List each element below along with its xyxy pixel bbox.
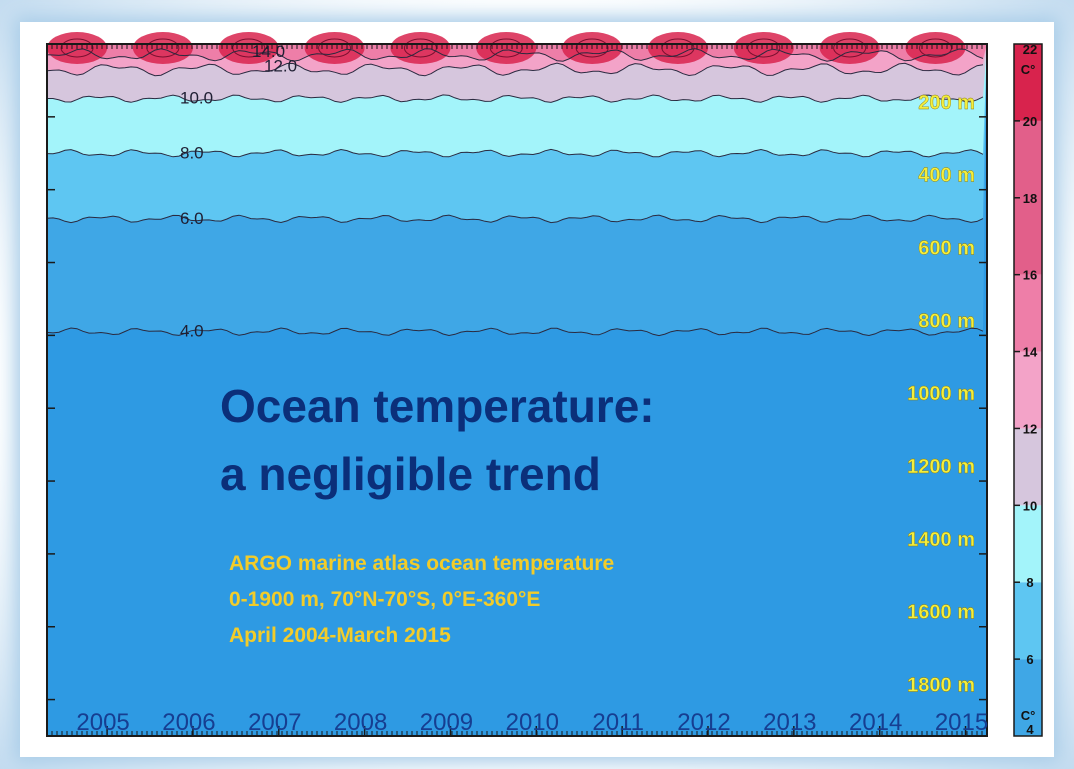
surface-maximum <box>304 32 365 64</box>
depth-label: 400 m <box>918 165 975 187</box>
surface-maximum-contour <box>747 38 781 58</box>
surface-maximum <box>476 32 537 64</box>
contour-label: 6.0 <box>180 209 204 228</box>
colorbar-tick-label: 20 <box>1023 114 1037 129</box>
colorbar-tick-label: 12 <box>1023 421 1037 436</box>
year-label: 2012 <box>677 709 730 736</box>
year-label: 2007 <box>248 709 301 736</box>
colorbar-band <box>1014 659 1042 736</box>
surface-maximum-contour <box>575 38 609 58</box>
colorbar-tick-label: 16 <box>1023 268 1037 283</box>
chart-title-line2: a negligible trend <box>220 448 601 500</box>
surface-maximum-contour <box>318 38 352 58</box>
colorbar-tick-label: 4 <box>1026 722 1034 737</box>
subtitle-line-2: 0-1900 m, 70°N-70°S, 0°E-360°E <box>229 588 540 611</box>
surface-maximum <box>132 32 193 64</box>
colorbar-border <box>1013 43 1043 737</box>
year-label: 2015 <box>935 709 988 736</box>
contour-12.0 <box>46 62 984 77</box>
depth-label: 1400 m <box>907 529 975 551</box>
plot-area: 14.012.010.08.06.04.0 <box>46 32 988 737</box>
surface-maximum-contour <box>60 38 94 58</box>
year-label: 2009 <box>420 709 473 736</box>
year-label: 2010 <box>506 709 559 736</box>
contour-8.0 <box>46 148 984 158</box>
colorbar-tick-label: 10 <box>1023 498 1037 513</box>
surface-maximum <box>733 32 794 64</box>
colorbar-tick-label: 22 <box>1023 42 1037 57</box>
chart-panel: 14.0 12.0 10.0 8.0 6.0 4.0 200 m 400 m 600 m 800… <box>20 22 1054 757</box>
depth-label: 800 m <box>918 310 975 332</box>
surface-maximum <box>218 32 279 64</box>
depth-label: 1600 m <box>907 602 975 624</box>
depth-label: 1800 m <box>907 675 975 697</box>
colorbar-band <box>1014 44 1042 121</box>
chart-title: Ocean temperature: <box>220 380 655 432</box>
surface-maximum-contour <box>232 38 266 58</box>
year-label: 2013 <box>763 709 816 736</box>
colorbar-unit-top: C° <box>1021 62 1036 77</box>
contour-label: 8.0 <box>180 143 204 162</box>
year-label: 2014 <box>849 709 902 736</box>
surface-maximum <box>819 32 880 64</box>
depth-label: 200 m <box>918 92 975 114</box>
colorbar-tick-label: 14 <box>1023 345 1038 360</box>
surface-maximum <box>390 32 451 64</box>
contour-10.0 <box>47 94 984 103</box>
surface-maximum-contour <box>403 38 437 58</box>
contour-label: 12.0 <box>264 56 297 75</box>
year-label: 2006 <box>162 709 215 736</box>
depth-labels: 200 m 400 m 600 m 800 m 1000 m 1200 m 1400 m 16… <box>47 92 987 701</box>
year-label: 2008 <box>334 709 387 736</box>
colorbar-tick-label: 8 <box>1026 575 1033 590</box>
colorbar-band <box>1014 274 1042 352</box>
depth-label: 600 m <box>918 238 975 260</box>
colorbar-tick-label: 6 <box>1026 652 1033 667</box>
contour-label: 10.0 <box>180 89 213 108</box>
surface-maximum-contour <box>833 38 867 58</box>
subtitle-line-3: April 2004-March 2015 <box>229 624 451 647</box>
colorbar-band <box>1014 351 1042 429</box>
contour-14.0 <box>46 48 984 62</box>
year-labels: 2005 2006 2007 2008 2009 2010 2011 2012 2013 2014… <box>76 709 988 736</box>
colorbar-tick-label: 18 <box>1023 191 1037 206</box>
contour-4.0 <box>46 327 984 337</box>
surface-maximum-contour <box>918 38 952 58</box>
depth-label: 1200 m <box>907 456 975 478</box>
year-label: 2005 <box>76 709 129 736</box>
year-label: 2011 <box>592 709 644 736</box>
depth-label: 1000 m <box>907 383 975 405</box>
colorbar-band <box>1014 582 1042 660</box>
contour-label: 4.0 <box>180 322 204 341</box>
colorbar-band <box>1014 505 1042 583</box>
contour-6.0 <box>46 214 984 224</box>
colorbar-unit-bottom: C° <box>1021 708 1036 723</box>
subtitle-line-1: ARGO marine atlas ocean temperature <box>229 552 614 575</box>
colorbar-band <box>1014 428 1042 506</box>
